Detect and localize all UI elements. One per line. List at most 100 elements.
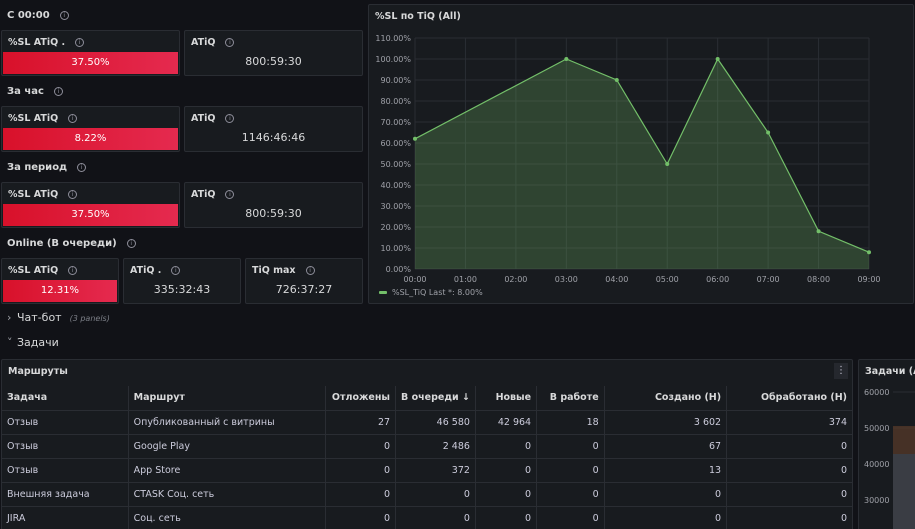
y-tick-label: 30.00%	[380, 202, 411, 211]
table-row[interactable]: JIRA Соц. сеть 0 0 0 0 0 0	[2, 505, 852, 529]
table-row[interactable]: Отзыв App Store 0 372 0 0 13 0	[2, 457, 852, 482]
info-icon[interactable]: i	[59, 10, 69, 20]
table-cell: 0	[325, 505, 396, 529]
table-cell: 13	[603, 457, 727, 482]
table-cell: 0	[325, 481, 396, 506]
stat-panel-sl-atiq[interactable]: %SL ATiQ .i 37.50%	[1, 30, 180, 76]
table-cell: 67	[603, 433, 727, 458]
stat-value: 12.31%	[3, 280, 117, 302]
stat-panel-atiq[interactable]: ATiQ i 1146:46:46	[184, 106, 363, 152]
table-cell: 0	[474, 505, 537, 529]
table-cell: 0	[726, 457, 852, 482]
sl-tiq-chart-panel[interactable]: %SL по TiQ (All) 0.00% 10.00% 20.00% 30.00%…	[368, 4, 914, 304]
x-tick-label: 02:00	[504, 275, 527, 284]
sl-tiq-chart: 0.00% 10.00% 20.00% 30.00% 40.00% 50.00% 60.00…	[375, 34, 880, 297]
routes-table-title: Маршруты	[8, 366, 68, 377]
info-icon[interactable]: i	[225, 38, 235, 47]
info-icon[interactable]: i	[68, 266, 78, 275]
table-cell: 0	[474, 457, 537, 482]
legend-label[interactable]: %SL_TiQ Last *: 8.00%	[392, 288, 483, 297]
stat-panel-sl-atiq[interactable]: %SL ATiQ i 12.31%	[1, 258, 119, 304]
data-point	[715, 57, 720, 61]
y-tick-label: 40000	[864, 460, 889, 469]
legend-swatch	[379, 291, 387, 294]
table-cell: 46 580	[395, 409, 476, 434]
table-row[interactable]: Отзыв Опубликованный с витрины 27 46 580 42 …	[2, 409, 852, 434]
x-tick-label: 00:00	[403, 275, 426, 284]
info-icon[interactable]: i	[75, 38, 85, 47]
table-cell: 0	[325, 457, 396, 482]
stat-panel-atiq[interactable]: ATiQ i 800:59:30	[184, 182, 363, 228]
x-tick-label: 07:00	[757, 275, 780, 284]
column-header[interactable]: Новые	[474, 386, 537, 410]
table-cell: Соц. сеть	[127, 505, 326, 529]
chevron-down-icon: ˅	[7, 336, 13, 349]
info-icon[interactable]: i	[225, 190, 235, 199]
column-header[interactable]: Отложены	[325, 386, 396, 410]
info-icon[interactable]: i	[77, 162, 87, 172]
column-header[interactable]: Обработано (Н)	[726, 386, 852, 410]
tasks-panel[interactable]: Задачи (All 60000 50000 40000 30000	[858, 359, 915, 529]
data-point	[766, 130, 771, 135]
info-icon[interactable]: i	[126, 238, 136, 248]
data-point	[564, 57, 569, 61]
info-icon[interactable]: i	[53, 86, 63, 96]
x-tick-label: 09:00	[857, 275, 880, 284]
table-cell: CTASK Соц. сеть	[127, 481, 326, 506]
panel-menu-icon[interactable]: ⋮	[834, 363, 848, 379]
data-point	[665, 162, 670, 166]
table-cell: 18	[536, 409, 605, 434]
stat-value: 726:37:27	[275, 283, 333, 296]
stat-panel-atiq[interactable]: ATiQ .i 335:32:43	[123, 258, 241, 304]
stat-panel-atiq[interactable]: ATiQ i 800:59:30	[184, 30, 363, 76]
data-point	[816, 229, 821, 234]
y-tick-label: 40.00%	[380, 181, 411, 190]
table-row[interactable]: Внешняя задача CTASK Соц. сеть 0 0 0 0 0 0	[2, 481, 852, 506]
table-cell: 0	[474, 481, 537, 506]
table-cell: 0	[536, 481, 605, 506]
row-tasks[interactable]: ˅ Задачи	[7, 336, 59, 349]
table-cell: 0	[325, 433, 396, 458]
table-cell: App Store	[127, 457, 326, 482]
table-cell: Отзыв	[2, 457, 129, 482]
y-tick-label: 90.00%	[380, 76, 411, 85]
column-header[interactable]: Создано (Н)	[603, 386, 727, 410]
column-header[interactable]: В работе	[536, 386, 605, 410]
table-cell: 374	[726, 409, 852, 434]
x-tick-label: 01:00	[454, 275, 477, 284]
table-cell: 0	[726, 433, 852, 458]
stat-panel-sl-atiq[interactable]: %SL ATiQ i 8.22%	[1, 106, 180, 152]
stat-value: 335:32:43	[153, 283, 211, 296]
stat-value: 37.50%	[3, 204, 178, 226]
y-tick-label: 60000	[864, 388, 889, 397]
data-point	[413, 136, 417, 141]
y-tick-label: 100.00%	[375, 55, 411, 64]
table-cell: 0	[474, 433, 537, 458]
info-icon[interactable]: i	[225, 114, 235, 123]
column-header[interactable]: В очереди ↓	[395, 386, 476, 410]
table-cell: Google Play	[127, 433, 326, 458]
x-tick-label: 05:00	[656, 275, 679, 284]
series-area	[415, 59, 869, 269]
stat-value: 800:59:30	[245, 207, 302, 220]
routes-table-panel[interactable]: Маршруты ⋮ Задача Маршрут Отложены В очеред…	[1, 359, 853, 529]
column-header[interactable]: Задача	[7, 392, 48, 404]
y-tick-label: 60.00%	[380, 139, 411, 148]
stat-panel-sl-atiq[interactable]: %SL ATiQ i 37.50%	[1, 182, 180, 228]
info-icon[interactable]: i	[171, 266, 181, 275]
table-cell: 0	[395, 481, 476, 506]
x-tick-label: 08:00	[807, 275, 830, 284]
row-chatbot[interactable]: › Чат-бот (3 panels)	[7, 311, 110, 324]
info-icon[interactable]: i	[68, 190, 78, 199]
table-cell: 3 602	[603, 409, 727, 434]
table-cell: 42 964	[474, 409, 537, 434]
info-icon[interactable]: i	[68, 114, 78, 123]
column-header[interactable]: Маршрут	[127, 386, 326, 410]
chevron-right-icon: ›	[7, 311, 12, 324]
table-cell: 0	[726, 505, 852, 529]
tasks-panel-title: Задачи (All	[865, 366, 915, 377]
table-row[interactable]: Отзыв Google Play 0 2 486 0 0 67 0	[2, 433, 852, 458]
section-online-queue: Online (В очереди) i	[7, 238, 136, 249]
info-icon[interactable]: i	[305, 266, 315, 275]
stat-panel-tiq-max[interactable]: TiQ max i 726:37:27	[245, 258, 363, 304]
